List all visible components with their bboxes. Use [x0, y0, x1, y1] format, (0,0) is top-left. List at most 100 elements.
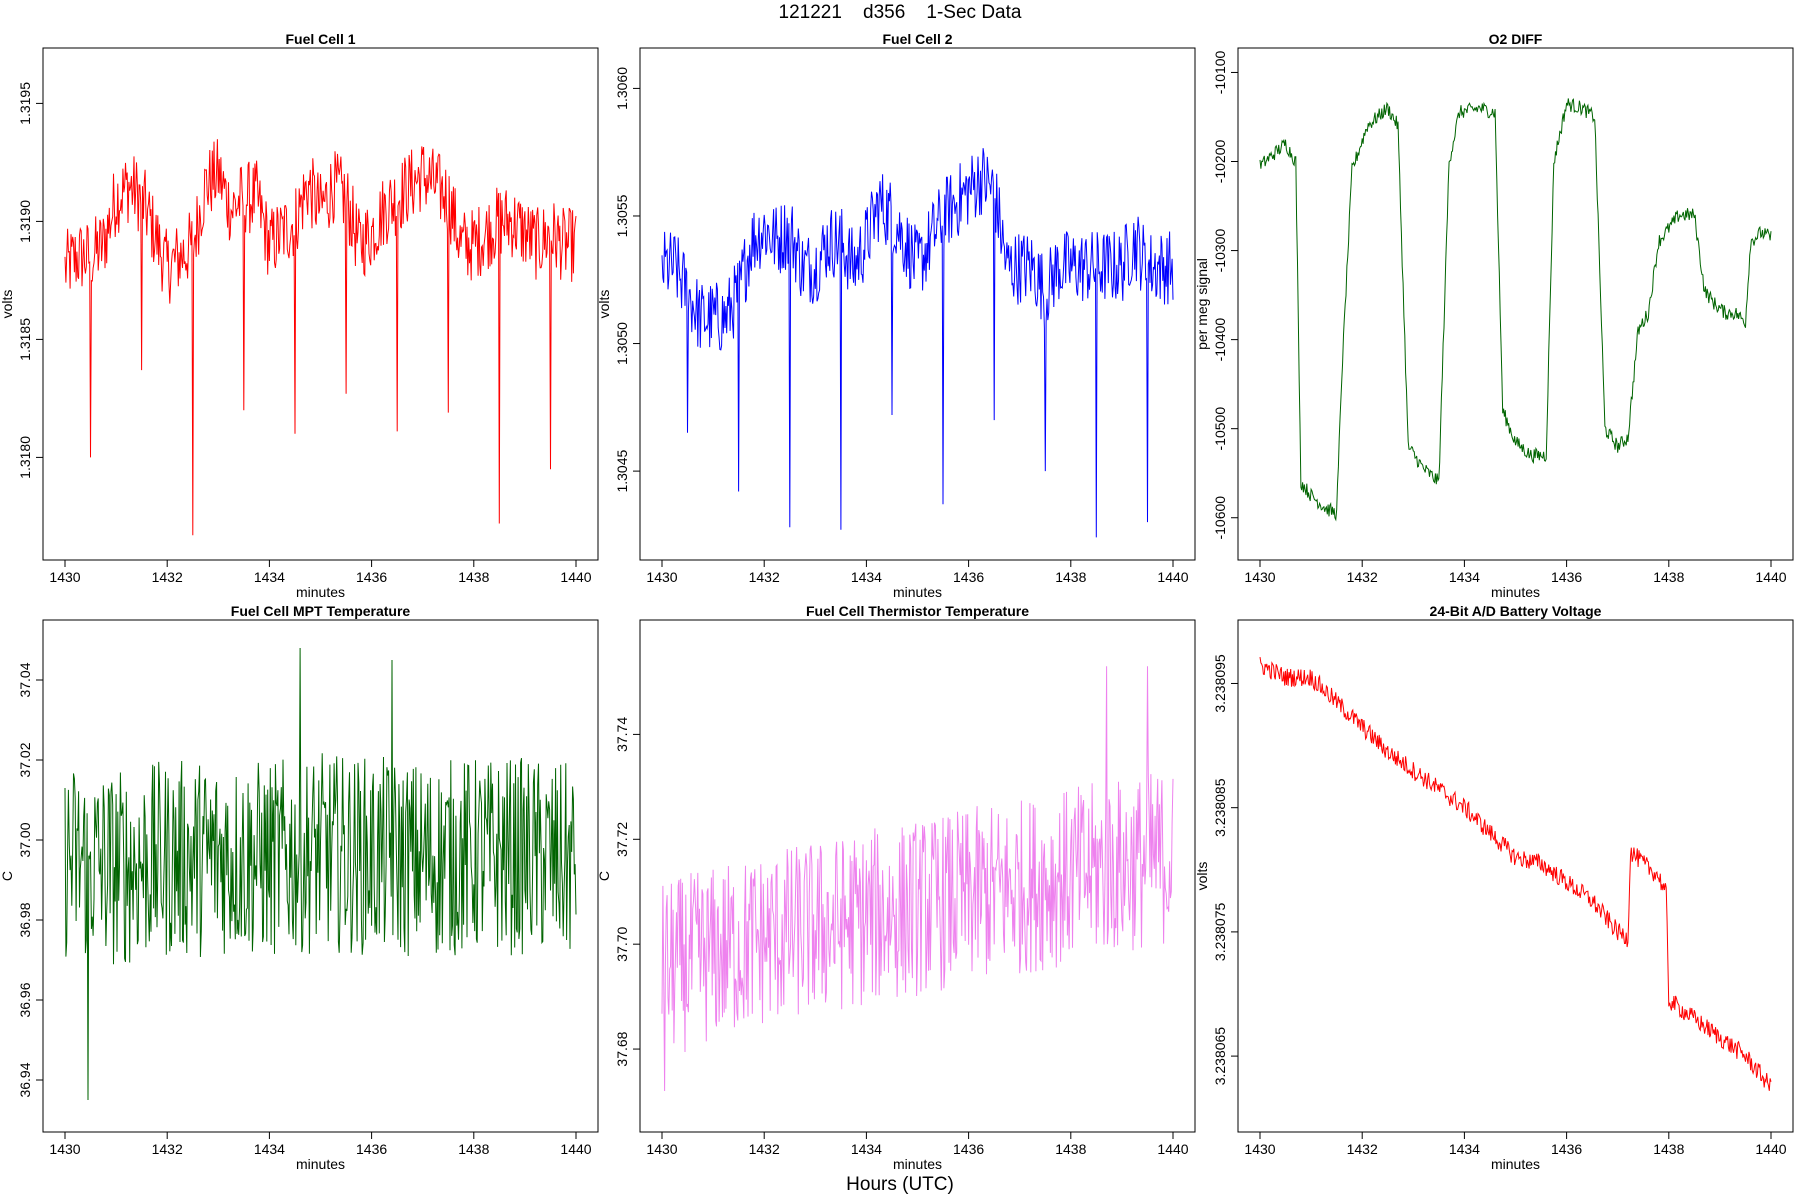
plot-frame [639, 619, 1196, 1133]
x-tick-label: 1436 [356, 1141, 387, 1157]
x-tick-label: 1438 [1653, 1141, 1684, 1157]
y-tick-label: 37.02 [17, 742, 33, 777]
x-tick-label: 1432 [749, 569, 780, 585]
x-tick-label: 1438 [458, 569, 489, 585]
y-tick-label: 37.70 [614, 926, 630, 961]
x-tick-label: 1430 [646, 569, 677, 585]
x-axis-label: minutes [296, 1156, 345, 1172]
y-tick-label: 3.238085 [1212, 778, 1228, 837]
x-tick-label: 1440 [1755, 1141, 1786, 1157]
plot-frame [1237, 619, 1794, 1133]
x-tick-label: 1432 [152, 569, 183, 585]
y-axis-label: volts [1194, 862, 1210, 891]
y-tick-label: 37.68 [614, 1031, 630, 1066]
chart-fuel-cell-1: Fuel Cell 1 1430 1432 1434 1436 1438 1440 minut… [0, 31, 599, 600]
x-tick-label: 1432 [1347, 569, 1378, 585]
chart-title: Fuel Cell 1 [285, 31, 355, 47]
x-tick-label: 1438 [458, 1141, 489, 1157]
y-tick-label: 3.238095 [1212, 654, 1228, 713]
y-tick-label: 1.3045 [614, 449, 630, 492]
plot-frame [1237, 47, 1794, 561]
x-tick-label: 1432 [749, 1141, 780, 1157]
x-tick-label: 1438 [1055, 569, 1086, 585]
chart-title: Fuel Cell Thermistor Temperature [806, 603, 1029, 619]
figure-title: 121221 d356 1-Sec Data [779, 2, 1022, 23]
y-tick-label: -10300 [1212, 229, 1228, 273]
y-tick-label: -10600 [1212, 496, 1228, 540]
x-tick-label: 1434 [1449, 569, 1480, 585]
y-tick-label: 3.238065 [1212, 1027, 1228, 1086]
y-tick-label: 37.00 [17, 822, 33, 857]
x-axis-label: minutes [893, 1156, 942, 1172]
plot-frame [42, 619, 599, 1133]
x-tick-label: 1440 [560, 569, 591, 585]
x-tick-label: 1434 [254, 1141, 285, 1157]
chart-title: 24-Bit A/D Battery Voltage [1430, 603, 1602, 619]
y-axis-label: C [0, 871, 15, 881]
y-tick-label: 1.3185 [17, 318, 33, 361]
y-axis-label: per meg signal [1194, 258, 1210, 350]
x-tick-label: 1436 [953, 1141, 984, 1157]
x-tick-label: 1436 [1551, 569, 1582, 585]
y-tick-label: 1.3060 [614, 67, 630, 110]
y-tick-label: -10500 [1212, 407, 1228, 451]
x-tick-label: 1434 [851, 569, 882, 585]
y-tick-label: 1.3055 [614, 194, 630, 237]
y-axis-label: volts [596, 290, 612, 319]
chart-title: Fuel Cell 2 [882, 31, 952, 47]
plot-frame [639, 47, 1196, 561]
series-line-fuel-cell-2 [661, 148, 1174, 538]
y-tick-label: -10200 [1212, 139, 1228, 183]
x-tick-label: 1436 [953, 569, 984, 585]
y-tick-label: 1.3050 [614, 322, 630, 365]
y-tick-label: 3.238075 [1212, 902, 1228, 961]
y-tick-label: 1.3180 [17, 436, 33, 479]
series-line-battery-voltage [1259, 657, 1772, 1091]
y-tick-label: 37.74 [614, 717, 630, 752]
chart-title: Fuel Cell MPT Temperature [231, 603, 411, 619]
y-tick-label: -10400 [1212, 318, 1228, 362]
y-axis-label: volts [0, 290, 15, 319]
x-axis-label: minutes [1491, 584, 1540, 600]
chart-fuel-cell-2: Fuel Cell 2 1430 1432 1434 1436 1438 1440 minut… [596, 31, 1196, 600]
x-tick-label: 1430 [49, 569, 80, 585]
series-line-mpt-temperature [64, 647, 577, 1101]
y-tick-label: 37.04 [17, 662, 33, 697]
x-tick-label: 1440 [1157, 1141, 1188, 1157]
series-line-thermistor-temperature [661, 666, 1174, 1092]
series-line-fuel-cell-1 [64, 139, 577, 536]
x-tick-label: 1434 [1449, 1141, 1480, 1157]
x-axis-label: minutes [1491, 1156, 1540, 1172]
x-tick-label: 1430 [1244, 569, 1275, 585]
figure-xlabel: Hours (UTC) [846, 1174, 954, 1195]
chart-battery-voltage: 24-Bit A/D Battery Voltage 1430 1432 1434 14… [1194, 603, 1794, 1172]
x-axis-label: minutes [296, 584, 345, 600]
chart-o2-diff: O2 DIFF 1430 1432 1434 1436 1438 1440 minutes -1… [1194, 31, 1794, 600]
series-line-o2-diff [1259, 98, 1772, 522]
x-tick-label: 1430 [646, 1141, 677, 1157]
y-tick-label: -10100 [1212, 50, 1228, 94]
plot-frame [42, 47, 599, 561]
y-tick-label: 36.96 [17, 982, 33, 1017]
x-tick-label: 1430 [1244, 1141, 1275, 1157]
y-tick-label: 37.72 [614, 822, 630, 857]
x-tick-label: 1438 [1653, 569, 1684, 585]
chart-title: O2 DIFF [1489, 31, 1543, 47]
chart-panels: Fuel Cell 1 1430 1432 1434 1436 1438 1440 minut… [0, 31, 1794, 1172]
x-tick-label: 1432 [152, 1141, 183, 1157]
chart-mpt-temperature: Fuel Cell MPT Temperature 1430 1432 1434 143… [0, 603, 599, 1172]
y-tick-label: 1.3195 [17, 82, 33, 125]
y-tick-label: 36.94 [17, 1062, 33, 1097]
x-tick-label: 1430 [49, 1141, 80, 1157]
x-tick-label: 1432 [1347, 1141, 1378, 1157]
x-tick-label: 1440 [1755, 569, 1786, 585]
x-axis-label: minutes [893, 584, 942, 600]
y-tick-label: 36.98 [17, 902, 33, 937]
y-axis-label: C [596, 871, 612, 881]
x-tick-label: 1436 [1551, 1141, 1582, 1157]
x-tick-label: 1434 [851, 1141, 882, 1157]
x-tick-label: 1438 [1055, 1141, 1086, 1157]
y-tick-label: 1.3190 [17, 200, 33, 243]
x-tick-label: 1436 [356, 569, 387, 585]
